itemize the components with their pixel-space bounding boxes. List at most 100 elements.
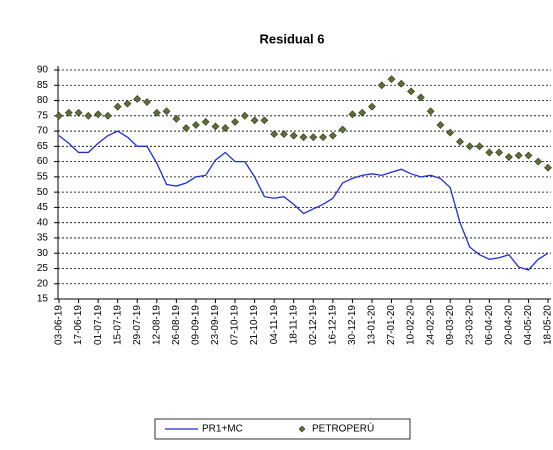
data-point — [299, 133, 308, 142]
x-tick-label: 09-03-20 — [445, 305, 456, 345]
y-tick-label: 80 — [37, 95, 49, 106]
data-point — [465, 142, 474, 151]
data-point — [270, 130, 279, 139]
data-point — [416, 93, 425, 102]
data-point — [485, 148, 494, 157]
legend-marker — [298, 425, 306, 433]
x-tick-label: 07-10-19 — [230, 305, 241, 345]
x-tick-label: 21-10-19 — [249, 305, 260, 345]
data-point — [103, 111, 112, 120]
y-tick-label: 35 — [37, 233, 49, 244]
y-tick-label: 20 — [37, 278, 49, 289]
y-tick-label: 65 — [37, 141, 49, 152]
y-tick-label: 85 — [37, 80, 49, 91]
data-point — [74, 108, 83, 117]
data-point — [113, 102, 122, 111]
y-tick-label: 90 — [37, 65, 49, 76]
data-point — [456, 137, 464, 146]
y-tick-label: 40 — [37, 217, 49, 228]
data-point — [250, 116, 259, 125]
legend-box — [154, 418, 411, 440]
y-tick-label: 55 — [37, 172, 49, 183]
x-tick-label: 23-09-19 — [210, 305, 221, 345]
data-point — [211, 122, 220, 131]
data-point — [172, 114, 181, 123]
x-tick-label: 10-02-20 — [406, 305, 417, 345]
data-point — [84, 111, 93, 120]
data-point — [260, 116, 269, 125]
x-tick-label: 12-08-19 — [151, 305, 162, 345]
data-point — [426, 107, 435, 116]
legend-label: PR1+MC — [202, 424, 243, 435]
y-tick-label: 45 — [37, 202, 49, 213]
data-point — [397, 79, 406, 88]
data-point — [348, 110, 357, 119]
y-tick-label: 25 — [37, 263, 49, 274]
y-tick-label: 70 — [37, 126, 49, 137]
x-tick-label: 13-01-20 — [367, 305, 378, 345]
x-tick-label: 18-11-19 — [288, 305, 299, 345]
data-point — [182, 124, 191, 132]
data-point — [201, 117, 210, 126]
data-point — [544, 163, 552, 172]
data-point — [133, 95, 142, 103]
data-point — [143, 98, 151, 106]
x-tick-label: 20-04-20 — [504, 305, 515, 345]
x-tick-label: 03-06-19 — [54, 305, 65, 345]
data-line — [58, 130, 549, 271]
data-point — [162, 107, 171, 116]
data-point — [64, 108, 73, 117]
y-tick-label: 15 — [37, 294, 49, 305]
x-tick-label: 09-09-19 — [191, 305, 202, 345]
x-tick-label: 29-07-19 — [132, 305, 143, 345]
data-point — [55, 111, 63, 120]
y-tick-label: 30 — [37, 248, 49, 259]
data-point — [338, 125, 347, 134]
x-tick-label: 01-07-19 — [93, 305, 104, 345]
data-point — [407, 87, 416, 96]
y-tick-label: 75 — [37, 110, 49, 121]
x-tick-label: 17-06-19 — [73, 305, 84, 345]
data-point — [123, 99, 132, 108]
x-tick-label: 23-03-20 — [464, 305, 475, 345]
data-point — [358, 108, 367, 117]
x-tick-label: 27-01-20 — [386, 305, 397, 345]
y-tick-label: 50 — [37, 187, 49, 198]
data-point — [504, 153, 513, 161]
data-point — [289, 131, 298, 140]
data-point — [495, 148, 504, 157]
data-point — [280, 130, 288, 139]
x-tick-label: 24-02-20 — [425, 305, 436, 345]
data-point — [328, 131, 337, 140]
chart-title: Residual 6 — [259, 31, 324, 46]
x-tick-label: 04-05-20 — [523, 305, 534, 345]
data-point — [436, 121, 445, 129]
data-point — [387, 75, 396, 84]
data-point — [240, 111, 249, 120]
x-tick-label: 04-11-19 — [269, 305, 280, 345]
data-point — [319, 133, 327, 142]
data-point — [534, 157, 543, 166]
x-tick-label: 18-05-20 — [543, 305, 553, 345]
x-tick-label: 26-08-19 — [171, 305, 182, 345]
data-point — [309, 133, 318, 142]
legend-label: PETROPERÚ — [312, 422, 374, 435]
data-point — [368, 102, 376, 111]
x-tick-label: 16-12-19 — [327, 305, 338, 345]
data-point — [152, 108, 161, 117]
data-point — [377, 81, 386, 90]
x-tick-label: 02-12-19 — [308, 305, 319, 345]
data-point — [94, 110, 103, 119]
x-tick-label: 30-12-19 — [347, 305, 358, 345]
x-tick-label: 06-04-20 — [484, 305, 495, 345]
y-tick-label: 60 — [37, 156, 49, 167]
data-point — [221, 124, 230, 132]
data-point — [475, 142, 484, 151]
data-point — [191, 121, 200, 129]
data-point — [514, 151, 523, 160]
data-point — [231, 117, 239, 126]
data-point — [446, 128, 455, 137]
data-point — [524, 151, 533, 160]
x-tick-label: 15-07-19 — [112, 305, 123, 345]
